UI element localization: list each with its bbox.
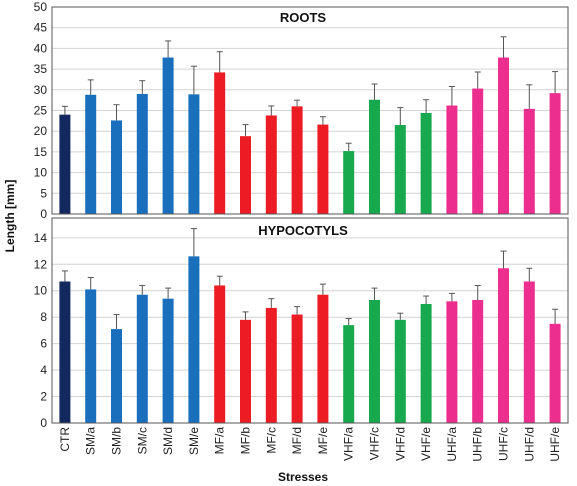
roots-bar-uhf-d: [523, 108, 535, 214]
roots-bar-uhf-e: [549, 93, 561, 214]
x-tick-labels: CTR SM/a SM/b SM/c SM/d SM/e MF/a MF/b MF/c MF/d M…: [58, 427, 562, 462]
hypocotyls-y-tick-label: 8: [40, 310, 47, 324]
x-tick-label: UHF/a: [445, 427, 459, 462]
roots-bar-vhf-c: [369, 99, 380, 214]
roots-y-tick-label: 35: [34, 62, 48, 76]
roots-bar-sm-e: [188, 94, 200, 214]
roots-bar-sm-c: [136, 93, 148, 214]
hypocotyls-bar-uhf-e: [549, 323, 561, 423]
roots-bar-sm-a: [85, 94, 97, 214]
roots-bar-sm-d: [162, 57, 174, 215]
hypocotyls-bar-vhf-d: [394, 319, 406, 423]
roots-y-tick-label: 20: [34, 124, 48, 138]
hypocotyls-bar-uhf-a: [446, 301, 458, 423]
hypocotyls-y-tick-label: 2: [40, 390, 47, 404]
x-tick-label: SM/c: [135, 427, 149, 454]
roots-plot-frame: [51, 6, 569, 215]
hypocotyls-y-tick-label: 4: [40, 363, 47, 377]
hypocotyls-y-tick-label: 6: [40, 337, 47, 351]
x-axis-label: Stresses: [278, 470, 328, 484]
bars: [59, 57, 561, 423]
roots-y-tick-label: 10: [34, 166, 48, 180]
x-tick-label: MF/c: [264, 427, 278, 454]
x-tick-label: MF/a: [213, 427, 227, 455]
roots-bar-vhf-a: [343, 151, 355, 214]
roots-y-tick-label: 30: [34, 83, 48, 97]
x-tick-label: UHF/e: [548, 427, 562, 462]
error-bars: [61, 36, 559, 330]
hypocotyls-bar-mf-c: [265, 307, 277, 423]
hypocotyls-bar-ctr: [59, 281, 71, 423]
roots-y-tick-label: 25: [34, 104, 48, 118]
hypocotyls-bar-sm-a: [85, 289, 97, 423]
hypocotyls-bar-mf-b: [240, 319, 251, 423]
y-tick-labels: 0 5 10 15 20 25 30 35 40 45 50 0 2 4 6 8 10 12 14: [34, 0, 48, 430]
roots-bar-ctr: [59, 114, 71, 214]
x-tick-label: MF/b: [239, 427, 253, 455]
roots-panel-title: ROOTS: [280, 10, 327, 25]
roots-y-tick-label: 0: [40, 207, 47, 221]
hypocotyls-bar-uhf-c: [498, 268, 509, 423]
x-tick-label: SM/b: [110, 427, 124, 455]
hypocotyls-panel-title: HYPOCOTYLS: [258, 223, 348, 238]
roots-bar-mf-d: [291, 106, 303, 214]
hypocotyls-y-tick-label: 10: [34, 284, 48, 298]
x-tick-label: MF/e: [316, 427, 330, 455]
hypocotyls-bar-vhf-e: [420, 303, 432, 423]
roots-y-tick-label: 40: [34, 41, 48, 55]
hypocotyls-bar-sm-d: [162, 298, 174, 423]
x-tick-label: VHF/c: [368, 427, 382, 460]
hypocotyls-bar-sm-e: [188, 256, 200, 423]
roots-bar-mf-b: [240, 136, 251, 214]
hypocotyls-bar-mf-d: [291, 314, 303, 423]
x-tick-label: SM/d: [161, 427, 175, 455]
roots-bar-mf-c: [265, 115, 277, 214]
roots-bar-mf-e: [317, 124, 329, 214]
hypocotyls-bar-vhf-a: [343, 325, 355, 423]
hypocotyls-bar-vhf-c: [369, 300, 380, 423]
hypocotyls-bar-sm-c: [136, 294, 148, 423]
roots-bar-uhf-c: [498, 57, 509, 215]
hypocotyls-plot-frame: [51, 217, 569, 424]
hypocotyls-bar-sm-b: [111, 329, 122, 423]
plot-frames: [51, 6, 569, 424]
x-tick-label: VHF/d: [393, 427, 407, 461]
x-tick-label: MF/d: [290, 427, 304, 454]
x-tick-label: UHF/b: [471, 427, 485, 462]
roots-y-tick-label: 45: [34, 21, 48, 35]
x-tick-label: SM/a: [84, 427, 98, 455]
roots-bar-vhf-d: [394, 124, 406, 214]
x-tick-label: VHF/e: [419, 427, 433, 461]
x-tick-label: VHF/a: [342, 427, 356, 461]
hypocotyls-bar-uhf-d: [523, 281, 535, 423]
roots-bar-vhf-e: [420, 112, 432, 214]
roots-bar-uhf-a: [446, 105, 458, 214]
roots-y-tick-label: 15: [34, 145, 48, 159]
hypocotyls-y-tick-label: 0: [40, 416, 47, 430]
x-tick-label: UHF/c: [497, 427, 511, 461]
roots-bar-mf-a: [214, 72, 226, 214]
roots-y-tick-label: 50: [34, 0, 48, 14]
hypocotyls-bar-mf-e: [317, 294, 329, 423]
hypocotyls-y-tick-label: 14: [34, 231, 48, 245]
hypocotyls-bar-uhf-b: [472, 300, 484, 423]
hypocotyls-bar-mf-a: [214, 285, 226, 423]
roots-y-tick-label: 5: [40, 186, 47, 200]
y-axis-label: Length [mm]: [3, 180, 17, 253]
x-tick-label: UHF/d: [522, 427, 536, 462]
roots-bar-sm-b: [111, 120, 122, 214]
hypocotyls-y-tick-label: 12: [34, 257, 48, 271]
x-tick-label: CTR: [58, 427, 72, 452]
roots-bar-uhf-b: [472, 88, 484, 214]
x-tick-label: SM/e: [187, 427, 201, 455]
